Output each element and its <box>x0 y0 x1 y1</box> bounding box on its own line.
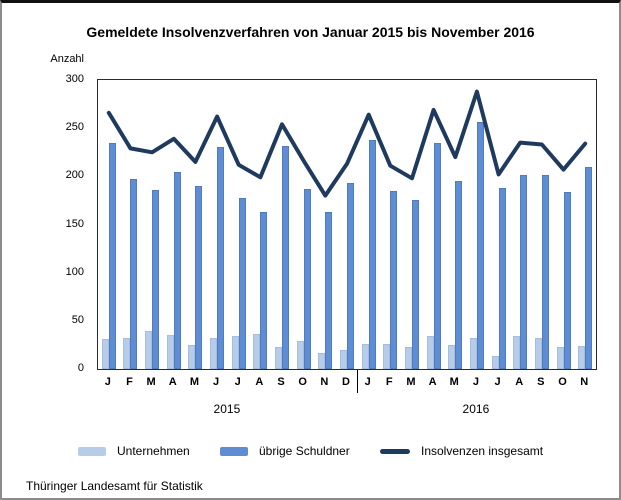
x-tick-label: A <box>428 376 437 388</box>
x-tick-label: J <box>234 376 241 388</box>
bar-uebrige-schuldner <box>476 122 484 369</box>
legend-swatch-bar <box>220 446 248 456</box>
bar-uebrige-schuldner <box>368 139 376 369</box>
legend-label: übrige Schuldner <box>259 444 350 458</box>
bar-unternehmen <box>145 331 153 369</box>
x-tick-label: M <box>449 376 459 388</box>
x-tick-label: S <box>277 376 285 388</box>
bar-unternehmen <box>123 338 131 369</box>
legend-label: Unternehmen <box>117 444 190 458</box>
x-tick-label: S <box>537 376 545 388</box>
bar-unternehmen <box>578 345 586 369</box>
chart-title: Gemeldete Insolvenzverfahren von Januar … <box>86 24 535 40</box>
legend-item: Unternehmen <box>78 443 190 459</box>
x-tick-label: J <box>364 376 371 388</box>
bar-uebrige-schuldner <box>195 185 203 369</box>
x-tick-label: M <box>189 376 199 388</box>
bar-uebrige-schuldner <box>520 175 528 369</box>
bar-uebrige-schuldner <box>238 197 246 369</box>
bar-uebrige-schuldner <box>260 211 268 369</box>
bar-unternehmen <box>426 336 434 369</box>
bar-unternehmen <box>556 346 564 369</box>
bar-unternehmen <box>101 339 109 369</box>
x-tick-label: A <box>515 376 524 388</box>
bar-unternehmen <box>448 344 456 369</box>
total-line <box>106 89 588 198</box>
y-tick-label: 150 <box>65 217 84 230</box>
bar-unternehmen <box>383 343 391 369</box>
source-footer: Thüringer Landesamt für Statistik <box>26 479 203 493</box>
x-tick-label: J <box>494 376 501 388</box>
x-tick-label: A <box>255 376 264 388</box>
bar-uebrige-schuldner <box>433 142 441 369</box>
bar-uebrige-schuldner <box>152 189 160 369</box>
y-axis-title: Anzahl <box>50 53 84 65</box>
y-tick-label: 100 <box>65 265 84 278</box>
x-tick-label: M <box>146 376 156 388</box>
x-tick-label: J <box>104 376 111 388</box>
bar-uebrige-schuldner <box>217 147 225 369</box>
x-tick-label: O <box>298 376 307 388</box>
y-tick-label: 50 <box>71 313 84 326</box>
bar-unternehmen <box>361 343 369 369</box>
insolvenzen-insgesamt-line <box>106 89 588 198</box>
legend-label: Insolvenzen insgesamt <box>421 444 544 458</box>
bar-uebrige-schuldner <box>455 181 463 369</box>
year-divider <box>356 370 358 393</box>
legend-swatch-bar <box>78 446 106 456</box>
bar-unternehmen <box>469 338 477 369</box>
y-tick-label: 0 <box>77 362 84 374</box>
x-tick-label: N <box>580 376 589 388</box>
bar-uebrige-schuldner <box>541 175 549 369</box>
bar-unternehmen <box>275 346 283 369</box>
x-tick-label: N <box>320 376 329 388</box>
bar-uebrige-schuldner <box>282 146 290 369</box>
bars-layer <box>98 80 596 369</box>
x-tick-label: J <box>472 376 479 388</box>
bar-unternehmen <box>231 336 239 369</box>
bar-uebrige-schuldner <box>325 211 333 369</box>
legend-item: Insolvenzen insgesamt <box>380 443 543 459</box>
x-tick-label: A <box>168 376 177 388</box>
x-tick-label: J <box>213 376 220 388</box>
bar-unternehmen <box>210 338 218 369</box>
x-tick-label: D <box>342 376 350 388</box>
bar-unternehmen <box>491 355 499 369</box>
bar-uebrige-schuldner <box>563 191 571 369</box>
bar-uebrige-schuldner <box>585 166 593 369</box>
bar-unternehmen <box>534 338 542 369</box>
bar-unternehmen <box>188 344 196 369</box>
bar-unternehmen <box>296 341 304 369</box>
bar-uebrige-schuldner <box>173 172 181 369</box>
bar-unternehmen <box>166 335 174 369</box>
bar-uebrige-schuldner <box>303 188 311 369</box>
x-tick-label: F <box>126 376 133 388</box>
legend-swatch-line <box>380 448 410 454</box>
bar-unternehmen <box>404 346 412 369</box>
x-tick-label: F <box>385 376 393 388</box>
bar-unternehmen <box>340 349 347 369</box>
bar-uebrige-schuldner <box>108 142 116 369</box>
y-tick-label: 250 <box>65 121 84 134</box>
y-tick-label: 300 <box>65 73 84 85</box>
bar-uebrige-schuldner <box>390 190 398 369</box>
bar-unternehmen <box>318 352 326 369</box>
legend-item: übrige Schuldner <box>220 443 350 459</box>
bar-uebrige-schuldner <box>411 200 419 369</box>
y-tick-label: 200 <box>65 169 84 182</box>
bar-uebrige-schuldner <box>498 187 506 369</box>
legend: Unternehmen übrige Schuldner Insolvenzen i… <box>2 443 619 461</box>
bar-unternehmen <box>253 334 261 369</box>
bar-uebrige-schuldner <box>130 179 138 369</box>
bar-unternehmen <box>513 336 521 369</box>
x-tick-label: M <box>406 376 416 388</box>
x-tick-label: O <box>558 376 567 388</box>
year-label: 2015 <box>213 402 241 416</box>
bar-uebrige-schuldner <box>347 183 354 369</box>
year-label: 2016 <box>462 402 490 416</box>
plot-area <box>97 79 597 370</box>
